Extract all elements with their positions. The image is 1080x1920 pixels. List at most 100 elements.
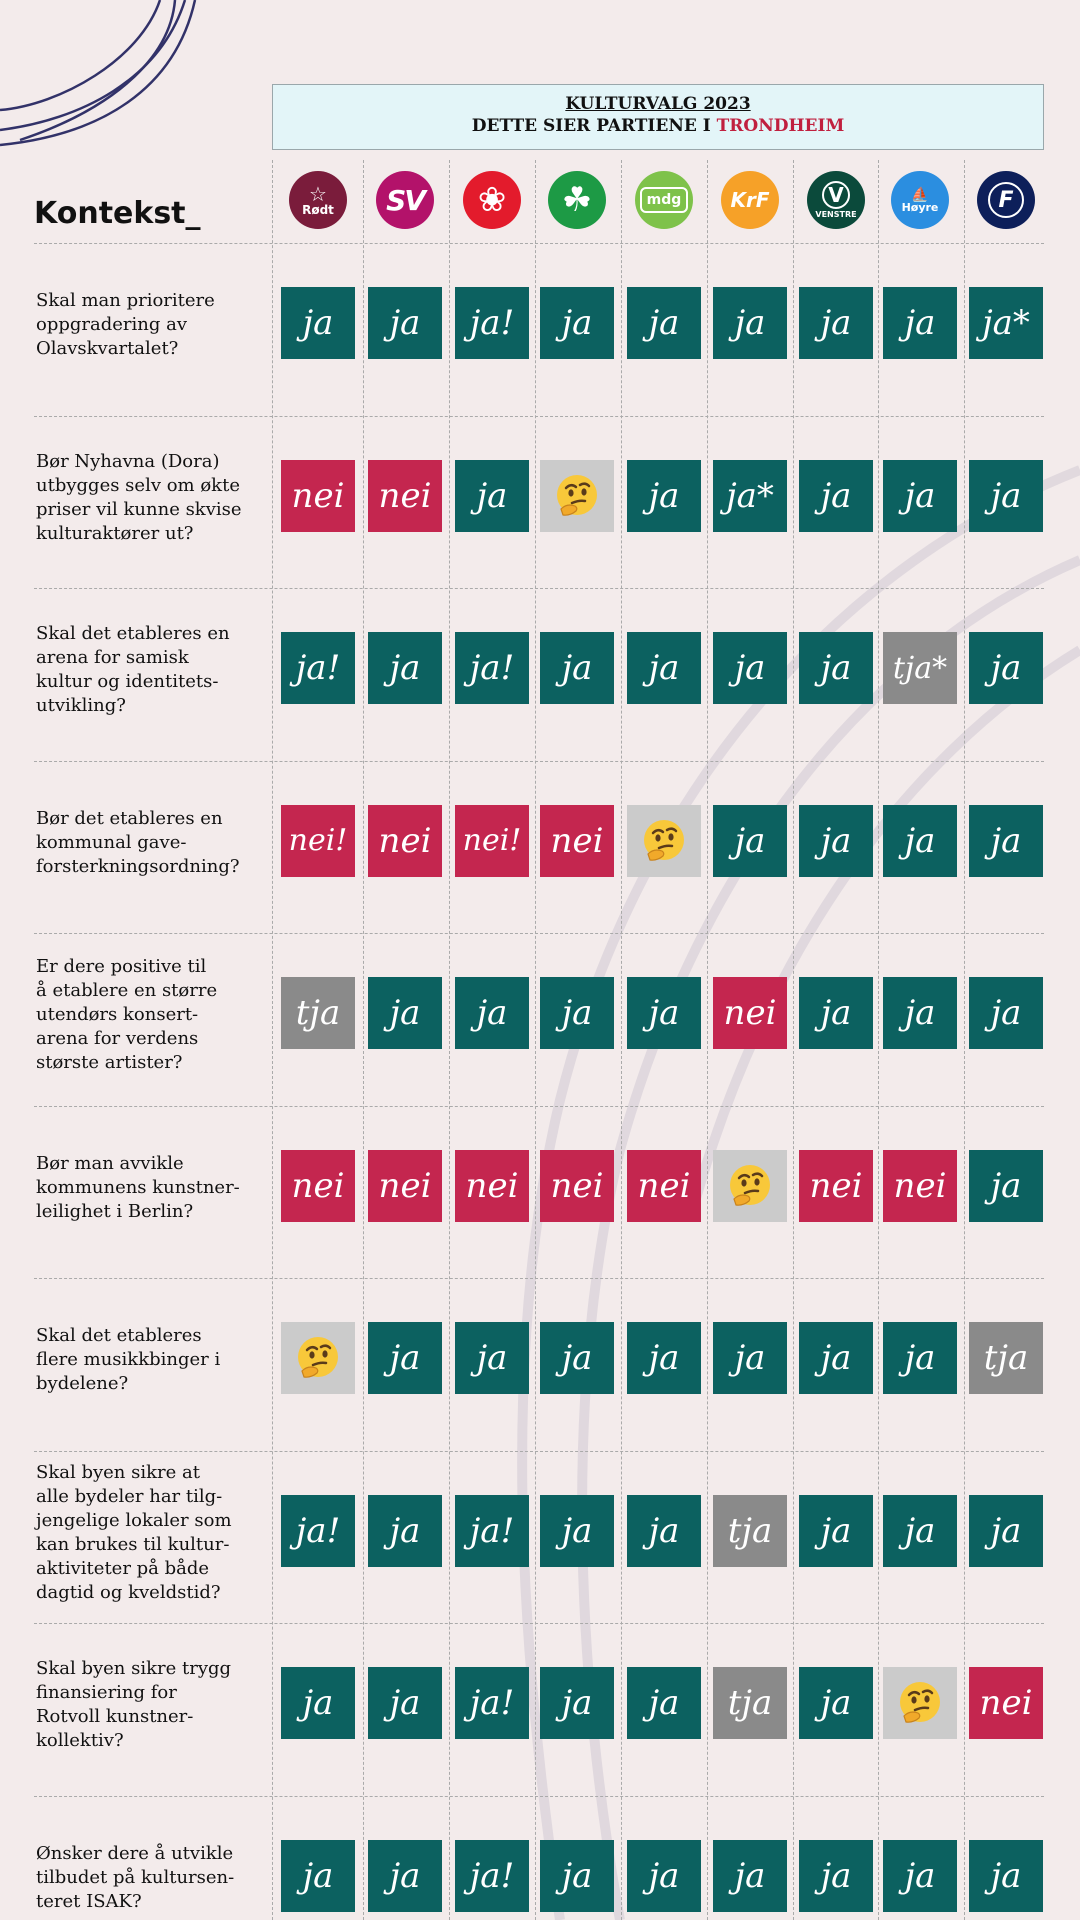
answer-label: ja: [648, 475, 680, 516]
question-text: Skal det etableres en arena for samisk k…: [36, 623, 230, 717]
thinking-face-icon: [557, 474, 597, 516]
ja-answer-cell: ja: [627, 1839, 701, 1912]
nei-answer-cell: nei: [368, 1149, 442, 1222]
nei-answer-cell: nei: [281, 1149, 355, 1222]
answer-label: nei: [979, 1683, 1033, 1724]
ja-answer-cell: ja!: [455, 1667, 529, 1740]
answer-label: ja: [561, 993, 593, 1034]
answer-label: ja: [389, 648, 421, 689]
column-divider: [272, 160, 273, 1920]
row-divider: [34, 1278, 1044, 1279]
nei-answer-cell: nei: [713, 977, 787, 1050]
answer-label: ja: [302, 1683, 334, 1724]
question-text: Ønsker dere å utvikle tilbudet på kultur…: [36, 1842, 235, 1912]
ja-answer-cell: ja: [883, 1494, 957, 1567]
answer-label: nei: [291, 1165, 345, 1206]
answer-label: ja: [904, 303, 936, 344]
answer-label: ja: [734, 820, 766, 861]
row-divider: [34, 1795, 1044, 1797]
row-divider: [34, 1105, 1044, 1107]
star-logo: ☆ Rødt: [289, 171, 347, 229]
answer-label: ja: [990, 648, 1022, 689]
ja-answer-cell: ja: [540, 1839, 614, 1912]
answer-label: ja: [561, 303, 593, 344]
ja-answer-cell: ja: [883, 1839, 957, 1912]
answer-label: ja: [648, 1510, 680, 1551]
nei-answer-cell: nei!: [455, 804, 529, 877]
nei-answer-cell: nei: [883, 1149, 957, 1222]
mdg-logo: mdg: [635, 171, 693, 229]
thinking-face-icon: [298, 1337, 338, 1379]
ja-answer-cell: ja: [368, 977, 442, 1050]
answer-label: ja!: [469, 303, 515, 344]
answer-label: nei: [378, 1165, 432, 1206]
ja-answer-cell: ja: [540, 1322, 614, 1395]
answer-label: ja: [734, 648, 766, 689]
question-text: Bør det etableres en kommunal gave- fors…: [36, 807, 240, 877]
ja-answer-cell: ja: [627, 1667, 701, 1740]
answer-label: ja: [648, 993, 680, 1034]
answer-label: ja: [820, 820, 852, 861]
ja-answer-cell: ja: [368, 632, 442, 705]
column-divider: [793, 160, 794, 1920]
answer-label: nei: [378, 820, 432, 861]
brand-logo: Kontekst_: [34, 196, 201, 231]
answer-label: ja: [820, 1338, 852, 1379]
ja-answer-cell: ja*: [969, 287, 1043, 360]
answer-label: ja: [389, 1855, 421, 1896]
ja-answer-cell: ja: [368, 1839, 442, 1912]
answer-label: ja: [904, 993, 936, 1034]
ja-answer-cell: ja: [883, 287, 957, 360]
nei-answer-cell: nei: [281, 459, 355, 532]
answer-label: nei: [637, 1165, 691, 1206]
ja-answer-cell: ja: [540, 1667, 614, 1740]
column-divider: [964, 160, 965, 1920]
ja-answer-cell: ja: [969, 804, 1043, 877]
ja-answer-cell: ja: [969, 1149, 1043, 1222]
ja-answer-cell: ja*: [713, 459, 787, 532]
question-text: Bør man avvikle kommunens kunstner- leil…: [36, 1152, 240, 1222]
nei-answer-cell: nei: [368, 804, 442, 877]
answer-label: nei!: [462, 823, 522, 859]
answer-label: ja: [990, 1510, 1022, 1551]
answer-label: ja: [990, 475, 1022, 516]
answer-label: ja!: [469, 1855, 515, 1896]
ja-answer-cell: ja: [713, 632, 787, 705]
ja-answer-cell: ja: [713, 1839, 787, 1912]
answer-label: ja: [904, 1855, 936, 1896]
nei-answer-cell: nei: [627, 1149, 701, 1222]
answer-label: ja!: [469, 1683, 515, 1724]
ja-answer-cell: ja: [627, 632, 701, 705]
answer-label: ja: [648, 1683, 680, 1724]
answer-label: ja!: [469, 1510, 515, 1551]
answer-label: ja: [561, 1338, 593, 1379]
ja-answer-cell: ja: [713, 1322, 787, 1395]
answer-label: nei: [893, 1165, 947, 1206]
ja-answer-cell: ja: [368, 1667, 442, 1740]
nei-answer-cell: nei: [540, 804, 614, 877]
question-text: Bør Nyhavna (Dora) utbygges selv om økte…: [36, 450, 242, 544]
ja-answer-cell: ja: [540, 287, 614, 360]
question-text: Skal byen sikre at alle bydeler har tilg…: [36, 1461, 232, 1603]
ja-answer-cell: ja: [627, 1322, 701, 1395]
subtitle: DETTE SIER PARTIENE I TRONDHEIM: [273, 116, 1043, 136]
ja-answer-cell: ja: [540, 1494, 614, 1567]
ja-answer-cell: ja: [368, 1322, 442, 1395]
answer-label: ja: [990, 820, 1022, 861]
answer-label: tja: [727, 1510, 773, 1551]
answer-label: ja: [820, 1510, 852, 1551]
ja-answer-cell: ja: [799, 1667, 873, 1740]
ja-answer-cell: ja: [799, 287, 873, 360]
column-divider: [535, 160, 536, 1920]
ja-answer-cell: ja: [969, 977, 1043, 1050]
unsure-answer-cell: [281, 1322, 355, 1395]
nei-answer-cell: nei: [368, 459, 442, 532]
answer-label: ja!: [469, 648, 515, 689]
answer-label: ja!: [295, 648, 341, 689]
answer-label: ja: [302, 303, 334, 344]
tja-answer-cell: tja: [969, 1322, 1043, 1395]
title: KULTURVALG 2023: [565, 94, 751, 114]
ja-answer-cell: ja: [969, 459, 1043, 532]
row-divider: [34, 415, 1044, 417]
answer-label: ja: [734, 1338, 766, 1379]
